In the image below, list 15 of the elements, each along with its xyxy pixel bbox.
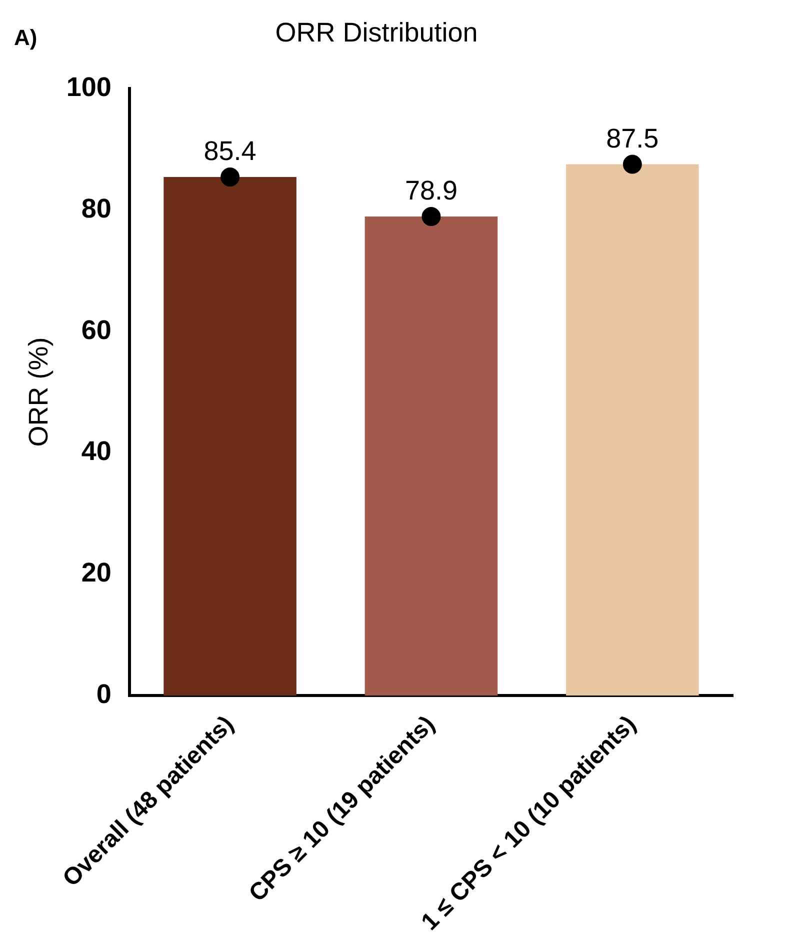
point [220, 168, 240, 187]
chart-title: ORR Distribution [275, 18, 478, 48]
y-tick-label: 80 [81, 193, 112, 224]
y-axis-title: ORR (%) [24, 337, 54, 447]
point [622, 154, 642, 174]
y-tick-label: 40 [81, 436, 112, 466]
text: A) [14, 25, 38, 50]
data-label: 87.5 [606, 123, 659, 154]
y-tick-label: 60 [81, 314, 112, 345]
data-label: 85.4 [204, 136, 256, 166]
data-label: 78.9 [404, 175, 458, 206]
y-tick-label: 100 [66, 72, 112, 102]
y-tick-label: 0 [96, 679, 112, 710]
y-tick-label: 20 [81, 558, 112, 588]
point [422, 207, 441, 226]
